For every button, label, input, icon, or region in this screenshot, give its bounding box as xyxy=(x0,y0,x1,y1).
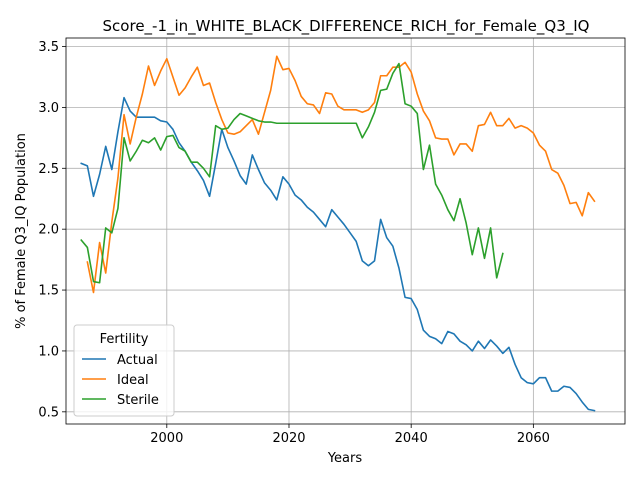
y-tick-label: 1.5 xyxy=(38,284,59,299)
legend: Fertility Actual Ideal Sterile xyxy=(73,324,175,417)
series-layer xyxy=(80,55,596,412)
legend-title: Fertility xyxy=(100,332,149,347)
series-line-actual xyxy=(80,96,596,412)
grid-layer xyxy=(66,38,625,424)
tick-layer: 2000 2020 2040 2060 0.5 1.0 1.5 2.0 2.5 3.0 3.5 xyxy=(38,40,550,446)
y-axis-label: % of Female Q3_IQ Population xyxy=(14,133,29,329)
x-axis-label: Years xyxy=(327,451,363,466)
legend-label-actual: Actual xyxy=(117,353,158,368)
series-line-sterile xyxy=(80,62,504,284)
legend-label-sterile: Sterile xyxy=(117,393,159,408)
x-tick-label: 2060 xyxy=(517,431,550,446)
legend-label-ideal: Ideal xyxy=(117,373,149,388)
y-tick-label: 2.0 xyxy=(38,223,59,238)
y-tick-label: 2.5 xyxy=(38,162,59,177)
x-tick-label: 2040 xyxy=(395,431,428,446)
plot-frame xyxy=(65,37,626,425)
chart-title: Score_-1_in_WHITE_BLACK_DIFFERENCE_RICH_… xyxy=(103,17,590,36)
x-tick-label: 2000 xyxy=(150,431,183,446)
legend-box xyxy=(73,324,175,417)
y-tick-label: 3.0 xyxy=(38,101,59,116)
y-tick-label: 3.5 xyxy=(38,40,59,55)
series-line-ideal xyxy=(86,55,596,294)
legend-entries: Actual Ideal Sterile xyxy=(82,353,159,408)
y-tick-label: 1.0 xyxy=(38,344,59,359)
x-tick-label: 2020 xyxy=(272,431,305,446)
y-tick-label: 0.5 xyxy=(38,405,59,420)
